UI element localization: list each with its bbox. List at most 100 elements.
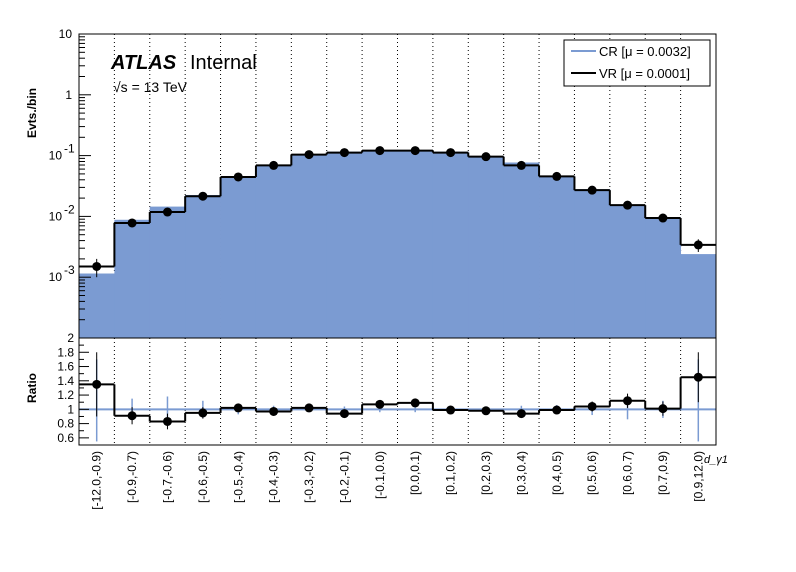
cr-bar xyxy=(362,151,398,338)
x-tick-label: [0.1,0.2) xyxy=(444,451,458,495)
x-tick-label: [0.0,0.1) xyxy=(408,451,422,495)
ratio-grid xyxy=(113,338,682,445)
vr-point xyxy=(481,152,491,162)
cr-bar xyxy=(291,154,328,338)
y-tick-exponent: -3 xyxy=(64,263,75,277)
vr-point xyxy=(552,171,562,181)
cr-bar xyxy=(397,151,434,338)
vr-point xyxy=(623,200,633,210)
cr-bar xyxy=(645,217,682,338)
cr-bar xyxy=(468,156,505,338)
ratio-y-axis: 0.60.811.21.41.61.82 xyxy=(57,331,89,446)
cr-bar xyxy=(326,151,363,338)
ratio-frame xyxy=(78,337,717,446)
cr-bar xyxy=(185,194,221,338)
ratio-point xyxy=(304,403,314,413)
x-tick-label: [-0.9,-0.7) xyxy=(125,451,139,503)
ratio-point xyxy=(516,409,526,419)
ratio-point xyxy=(198,408,208,418)
x-tick-label: [-12.0,-0.9) xyxy=(90,451,104,510)
cr-bar xyxy=(574,189,611,338)
y-tick-label: 1 xyxy=(65,88,72,102)
ratio-tick-label: 1.2 xyxy=(57,388,74,402)
vr-point xyxy=(269,160,279,170)
y-tick-exponent: -2 xyxy=(64,202,75,216)
atlas-brand: ATLAS xyxy=(110,52,177,74)
x-tick-label: [-0.7,-0.6) xyxy=(160,451,174,503)
ratio-point xyxy=(446,405,456,415)
x-tick-label: [-0.6,-0.5) xyxy=(196,451,210,503)
cr-bar xyxy=(432,151,469,338)
legend-cr-label: CR [μ = 0.0032] xyxy=(599,44,691,59)
ratio-panel: 0.60.811.21.41.61.82 Ratio [-12.0,-0.9)[… xyxy=(25,331,728,510)
ratio-tick-label: 1.8 xyxy=(57,345,74,359)
legend-vr-label: VR [μ = 0.0001] xyxy=(599,66,690,81)
ratio-tick-label: 0.6 xyxy=(57,431,74,445)
ratio-point xyxy=(233,403,243,413)
ratio-point xyxy=(410,398,420,408)
ratio-point xyxy=(481,406,491,416)
cr-bar xyxy=(539,175,575,338)
vr-point xyxy=(693,240,703,250)
ratio-point xyxy=(269,406,279,416)
vr-point xyxy=(92,261,102,271)
y-axis-label: Evts./bin xyxy=(25,88,39,138)
x-tick-label: [0.5,0.6) xyxy=(585,451,599,495)
cr-bar xyxy=(255,164,292,338)
vr-point xyxy=(198,191,208,201)
cr-bar xyxy=(220,177,257,338)
vr-point xyxy=(410,146,420,156)
x-tick-label: [0.4,0.5) xyxy=(550,451,564,495)
ratio-tick-label: 0.8 xyxy=(57,417,74,431)
cr-bar xyxy=(79,273,115,338)
ratio-tick-label: 2 xyxy=(67,331,74,345)
x-axis-label: d_γ1 xyxy=(704,454,728,466)
y-tick-label: 10 xyxy=(49,209,63,223)
x-tick-label: [-0.1,0.0) xyxy=(373,451,387,499)
y-tick-label: 10 xyxy=(49,270,63,284)
vr-point xyxy=(339,148,349,158)
x-tick-label: [-0.5,-0.4) xyxy=(231,451,245,503)
ratio-point xyxy=(127,411,137,421)
ratio-point xyxy=(587,401,597,411)
vr-point xyxy=(304,150,314,160)
y-tick-label: 10 xyxy=(59,27,73,41)
ratio-point xyxy=(552,405,562,415)
y-tick-exponent: -1 xyxy=(64,142,75,156)
x-tick-label: [0.3,0.4) xyxy=(514,451,528,495)
cr-histogram xyxy=(79,151,717,338)
ratio-point xyxy=(693,372,703,382)
atlas-status: Internal xyxy=(190,52,257,74)
x-axis: [-12.0,-0.9) [-0.9,-0.7) [-0.7,-0.6) [-0.6,… xyxy=(90,451,706,510)
legend: CR [μ = 0.0032] VR [μ = 0.0001] xyxy=(563,39,711,87)
x-tick-label: [-0.2,-0.1) xyxy=(337,451,351,503)
vr-point xyxy=(446,148,456,158)
ratio-histogram xyxy=(79,352,716,430)
vr-point xyxy=(658,213,668,223)
ratio-point xyxy=(339,409,349,419)
legend-box xyxy=(563,39,711,87)
ratio-point xyxy=(658,404,668,414)
vr-point xyxy=(127,218,137,228)
vr-point xyxy=(516,160,526,170)
ratio-point xyxy=(92,379,102,389)
cr-bar xyxy=(503,162,540,338)
ratio-point xyxy=(162,416,172,426)
x-tick-label: [-0.4,-0.3) xyxy=(267,451,281,503)
x-tick-label: [0.2,0.3) xyxy=(479,451,493,495)
vr-point xyxy=(233,172,243,182)
ratio-tick-label: 1.6 xyxy=(57,360,74,374)
vr-point xyxy=(375,146,385,156)
ratio-point xyxy=(375,399,385,409)
x-tick-label: [0.6,0.7) xyxy=(621,451,635,495)
x-tick-label: [0.7,0.9) xyxy=(656,451,670,495)
cr-bar xyxy=(609,204,646,338)
vr-point xyxy=(162,207,172,217)
y-tick-label: 10 xyxy=(49,149,63,163)
x-tick-label: [-0.3,-0.2) xyxy=(302,451,316,503)
vr-point xyxy=(587,185,597,195)
ratio-tick-label: 1 xyxy=(67,402,74,416)
